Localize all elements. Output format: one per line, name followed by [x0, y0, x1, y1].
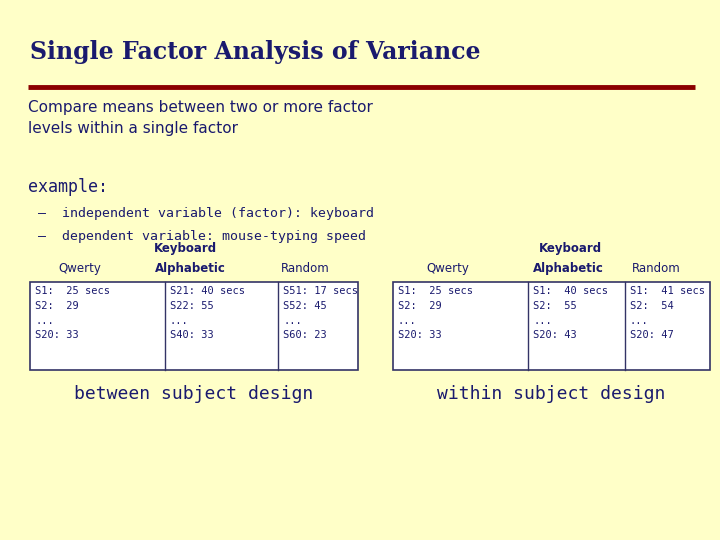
Text: Single Factor Analysis of Variance: Single Factor Analysis of Variance — [30, 40, 480, 64]
Text: S1:  25 secs
S2:  29
...
S20: 33: S1: 25 secs S2: 29 ... S20: 33 — [398, 286, 473, 340]
Text: Alphabetic: Alphabetic — [155, 262, 225, 275]
Text: Qwerty: Qwerty — [426, 262, 469, 275]
Text: S1:  41 secs
S2:  54
...
S20: 47: S1: 41 secs S2: 54 ... S20: 47 — [630, 286, 705, 340]
Text: Keyboard: Keyboard — [539, 242, 602, 255]
Bar — [393, 282, 710, 370]
Text: Alphabetic: Alphabetic — [533, 262, 603, 275]
Bar — [30, 282, 358, 370]
Text: S21: 40 secs
S22: 55
...
S40: 33: S21: 40 secs S22: 55 ... S40: 33 — [170, 286, 245, 340]
Text: S51: 17 secs
S52: 45
...
S60: 23: S51: 17 secs S52: 45 ... S60: 23 — [283, 286, 358, 340]
Text: –  dependent variable: mouse-typing speed: – dependent variable: mouse-typing speed — [38, 230, 366, 243]
Text: S1:  40 secs
S2:  55
...
S20: 43: S1: 40 secs S2: 55 ... S20: 43 — [533, 286, 608, 340]
Text: within subject design: within subject design — [437, 385, 666, 403]
Text: Random: Random — [631, 262, 680, 275]
Text: Compare means between two or more factor
levels within a single factor: Compare means between two or more factor… — [28, 100, 373, 136]
Text: Keyboard: Keyboard — [153, 242, 217, 255]
Text: example:: example: — [28, 178, 108, 196]
Text: between subject design: between subject design — [74, 385, 314, 403]
Text: Random: Random — [281, 262, 329, 275]
Text: Qwerty: Qwerty — [58, 262, 102, 275]
Text: S1:  25 secs
S2:  29
...
S20: 33: S1: 25 secs S2: 29 ... S20: 33 — [35, 286, 110, 340]
Text: –  independent variable (factor): keyboard: – independent variable (factor): keyboar… — [38, 207, 374, 220]
